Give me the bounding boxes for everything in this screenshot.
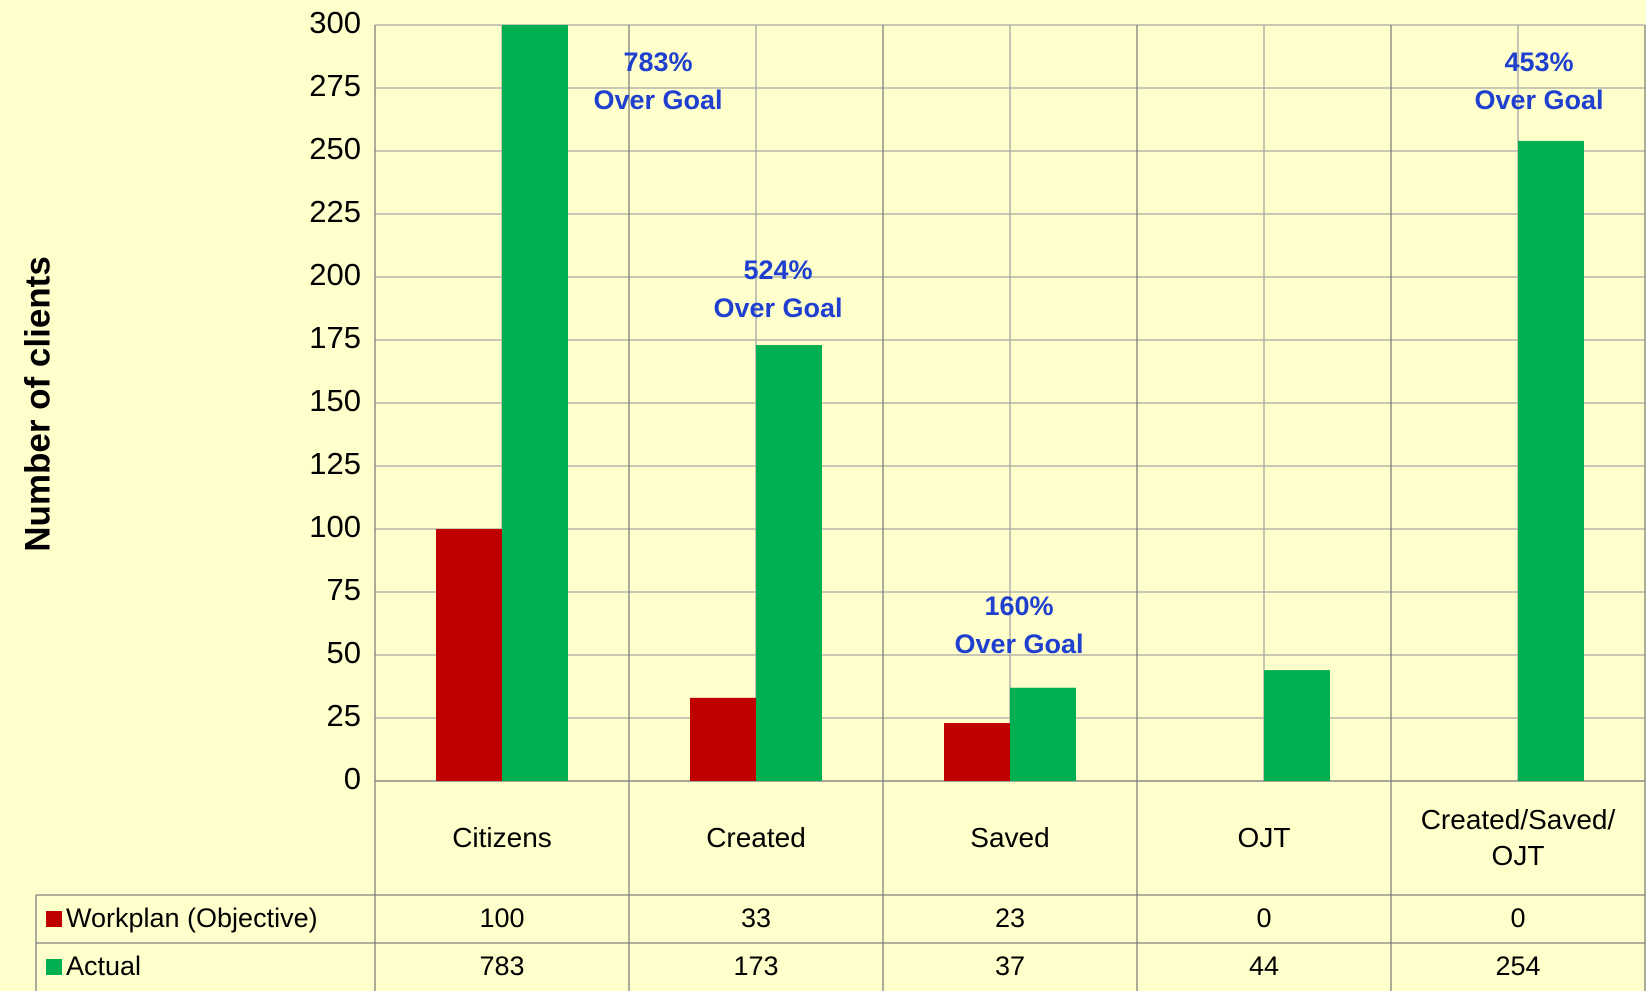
category-cell: OJT (1237, 822, 1291, 853)
bar (502, 25, 568, 781)
category-cell: Citizens (452, 822, 552, 853)
bar (690, 697, 756, 781)
y-tick-label: 200 (309, 257, 361, 292)
y-tick-label: 0 (344, 761, 361, 796)
category-cell: Created (706, 822, 806, 853)
x-tick-label: Created/Saved/ OJT (1420, 804, 1616, 871)
x-tick-label: OJT (1237, 822, 1291, 853)
bar (1518, 140, 1584, 781)
bar (944, 723, 1010, 781)
annotation: Over Goal (593, 85, 722, 115)
annotation: 160% (984, 591, 1053, 621)
bar (436, 529, 502, 781)
table-value: 254 (1495, 951, 1540, 981)
bar (756, 345, 822, 781)
annotation: Over Goal (1474, 85, 1603, 115)
x-tick-label: Saved (970, 822, 1050, 853)
y-tick-label: 225 (309, 194, 361, 229)
annotation: Over Goal (713, 293, 842, 323)
table-value: 23 (995, 903, 1025, 933)
table-value: 783 (479, 951, 524, 981)
plot-area (436, 25, 1584, 781)
table-value: 0 (1510, 903, 1525, 933)
bar (1264, 670, 1330, 781)
y-tick-label: 75 (327, 572, 361, 607)
y-tick-label: 250 (309, 131, 361, 166)
y-tick-label: 175 (309, 320, 361, 355)
y-axis-label: Number of clients (18, 256, 57, 552)
legend-label: Workplan (Objective) (66, 903, 318, 933)
table-value: 33 (741, 903, 771, 933)
table-value: 44 (1249, 951, 1279, 981)
y-tick-label: 275 (309, 68, 361, 103)
table-value: 0 (1256, 903, 1271, 933)
annotation: 453% (1504, 47, 1573, 77)
annotation: Over Goal (954, 629, 1083, 659)
legend-swatch (46, 911, 62, 927)
y-tick-label: 125 (309, 446, 361, 481)
legend-swatch (46, 959, 62, 975)
y-tick-label: 100 (309, 509, 361, 544)
table-value: 173 (733, 951, 778, 981)
table-value: 37 (995, 951, 1025, 981)
table-value: 100 (479, 903, 524, 933)
category-cell: Created/Saved/ OJT (1420, 804, 1616, 871)
x-tick-label: Citizens (452, 822, 552, 853)
x-tick-label: Created (706, 822, 806, 853)
y-tick-label: 300 (309, 5, 361, 40)
y-tick-label: 25 (327, 698, 361, 733)
legend-label: Actual (66, 951, 141, 981)
annotation: 524% (743, 255, 812, 285)
category-cell: Saved (970, 822, 1050, 853)
y-tick-label: 150 (309, 383, 361, 418)
y-tick-label: 50 (327, 635, 361, 670)
annotation: 783% (623, 47, 692, 77)
bar (1010, 687, 1076, 781)
